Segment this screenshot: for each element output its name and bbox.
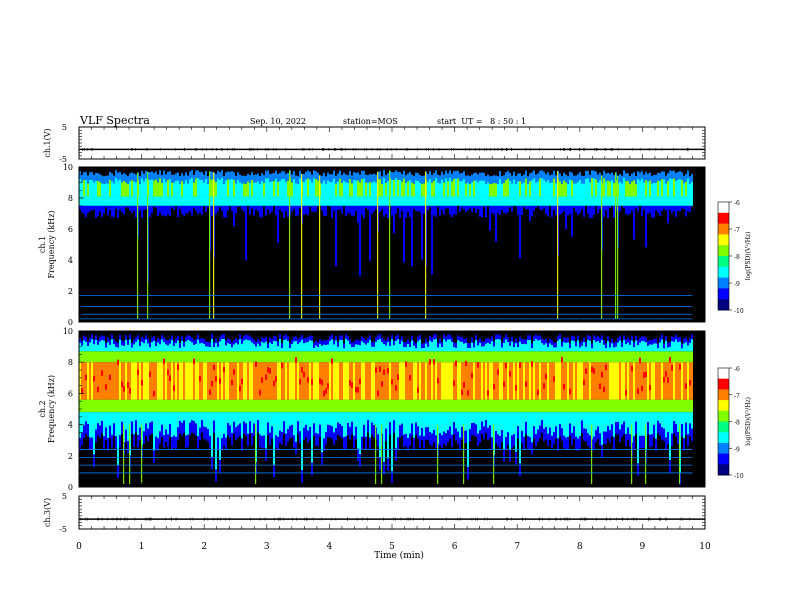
x-tick-label: 0 xyxy=(76,542,82,552)
x-axis-label: Time (min) xyxy=(374,550,424,561)
colorbar-swatch xyxy=(718,421,729,433)
x-tick-label: 2 xyxy=(201,542,207,552)
y-tick-label: 6 xyxy=(68,389,73,398)
ch1-colorbar: -6 -7 -8 -9 -10 log(PSD)(V²/Hz) xyxy=(717,200,752,315)
y-tick-label: 0 xyxy=(68,318,73,327)
y-tick-label: 5 xyxy=(62,123,67,132)
colorbar-swatch xyxy=(718,245,729,257)
colorbar-tick-label: -6 xyxy=(734,366,740,373)
colorbar-swatch xyxy=(718,389,729,401)
ch2-spectrogram-panel: 0 2 4 6 8 10 ch.2 Frequency (kHz) xyxy=(38,327,706,492)
colorbar-swatch xyxy=(718,400,729,412)
colorbar-swatch xyxy=(718,223,729,235)
colorbar-tick-label: -7 xyxy=(734,393,740,400)
colorbar-swatch xyxy=(718,212,729,225)
time-axis: 0 1 2 3 4 5 6 7 8 9 10 Time (min) xyxy=(76,542,711,561)
colorbar-swatch xyxy=(718,378,729,390)
y-tick-label: 2 xyxy=(68,287,73,296)
colorbar-swatch xyxy=(718,288,729,300)
colorbar-swatch xyxy=(718,432,729,444)
colorbar-tick-label: -6 xyxy=(734,200,740,207)
x-tick-label: 4 xyxy=(327,542,333,552)
ch2-colorbar: -6 -7 -8 -9 -10 log(PSD)(V²/Hz) xyxy=(717,366,752,480)
colorbar-swatch xyxy=(718,464,729,476)
colorbar-swatch xyxy=(718,299,729,311)
ch1-spectrogram-ylabel: Frequency (kHz) xyxy=(47,210,56,278)
colorbar-tick-label: -7 xyxy=(734,227,740,234)
y-tick-label: 10 xyxy=(63,163,73,172)
date-label: Sep. 10, 2022 xyxy=(250,117,306,126)
colorbar-swatch xyxy=(718,410,729,422)
colorbar-label: log(PSD)(V²/Hz) xyxy=(745,397,752,446)
colorbar-label: log(PSD)(V²/Hz) xyxy=(745,232,752,281)
ch3-waveform-panel: 5 -5 ch.3(V) xyxy=(43,492,706,534)
y-tick-label: 6 xyxy=(68,225,73,234)
ch3-waveform-ylabel: ch.3(V) xyxy=(43,498,52,527)
colorbar-tick-label: -9 xyxy=(734,446,740,453)
ch2-spectrogram-ylabel: ch.2 xyxy=(38,400,47,417)
x-tick-label: 8 xyxy=(577,542,583,552)
start-ut-label: start UT = 8 : 50 : 1 xyxy=(437,117,526,126)
colorbar-swatch xyxy=(718,234,729,246)
x-tick-label: 6 xyxy=(452,542,458,552)
ch1-waveform-panel: 5 -5 ch.1(V) xyxy=(43,123,706,164)
ch1-spectrogram-panel: 0 2 4 6 8 10 ch.1 Frequency (kHz) xyxy=(38,163,706,327)
colorbar-swatch xyxy=(718,266,729,279)
y-tick-label: 4 xyxy=(68,421,73,430)
colorbar-swatch xyxy=(718,442,729,455)
station-label: station=MOS xyxy=(343,117,398,126)
x-tick-label: 7 xyxy=(514,542,520,552)
colorbar-tick-label: -8 xyxy=(734,420,740,427)
y-tick-label: 4 xyxy=(68,256,73,265)
colorbar-swatch xyxy=(718,256,729,268)
colorbar-swatch xyxy=(718,277,729,289)
ch1-waveform-ylabel: ch.1(V) xyxy=(43,128,52,157)
colorbar-swatch xyxy=(718,202,729,214)
ch2-spectrogram-ylabel: Frequency (kHz) xyxy=(47,375,56,443)
ch1-spectrogram-ylabel: ch.1 xyxy=(38,236,47,253)
colorbar-tick-label: -8 xyxy=(734,254,740,261)
x-tick-label: 9 xyxy=(640,542,646,552)
colorbar-swatch xyxy=(718,453,729,465)
colorbar-tick-label: -9 xyxy=(734,281,740,288)
colorbar-swatch xyxy=(718,368,729,380)
y-tick-label: -5 xyxy=(59,525,67,534)
y-tick-label: -5 xyxy=(59,155,67,164)
y-tick-label: 2 xyxy=(68,452,73,461)
y-tick-label: 0 xyxy=(68,483,73,492)
x-tick-label: 1 xyxy=(139,542,145,552)
x-tick-label: 10 xyxy=(699,542,711,552)
y-tick-label: 8 xyxy=(68,194,73,203)
colorbar-tick-label: -10 xyxy=(734,473,744,480)
y-tick-label: 5 xyxy=(62,492,67,501)
x-tick-label: 5 xyxy=(389,542,395,552)
x-tick-label: 3 xyxy=(264,542,270,552)
y-tick-label: 10 xyxy=(63,327,73,336)
figure-title: VLF Spectra xyxy=(79,114,150,127)
y-tick-label: 8 xyxy=(68,358,73,367)
ch1-waveform-frame xyxy=(78,126,706,160)
colorbar-tick-label: -10 xyxy=(734,308,744,315)
